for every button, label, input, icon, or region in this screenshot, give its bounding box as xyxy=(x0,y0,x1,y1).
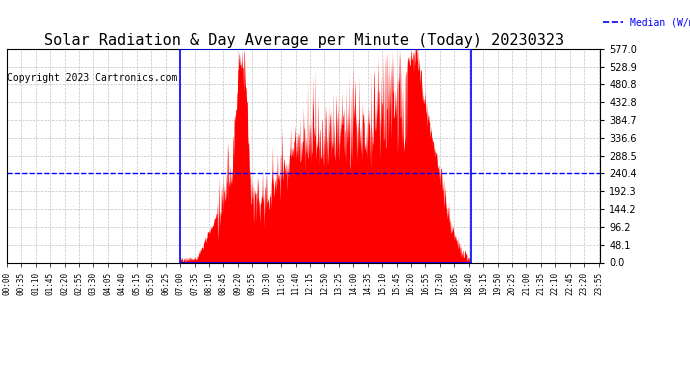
Title: Solar Radiation & Day Average per Minute (Today) 20230323: Solar Radiation & Day Average per Minute… xyxy=(43,33,564,48)
Text: Copyright 2023 Cartronics.com: Copyright 2023 Cartronics.com xyxy=(7,73,177,82)
Bar xyxy=(180,49,471,262)
Legend: Median (W/m2), Radiation (W/m2): Median (W/m2), Radiation (W/m2) xyxy=(603,17,690,27)
